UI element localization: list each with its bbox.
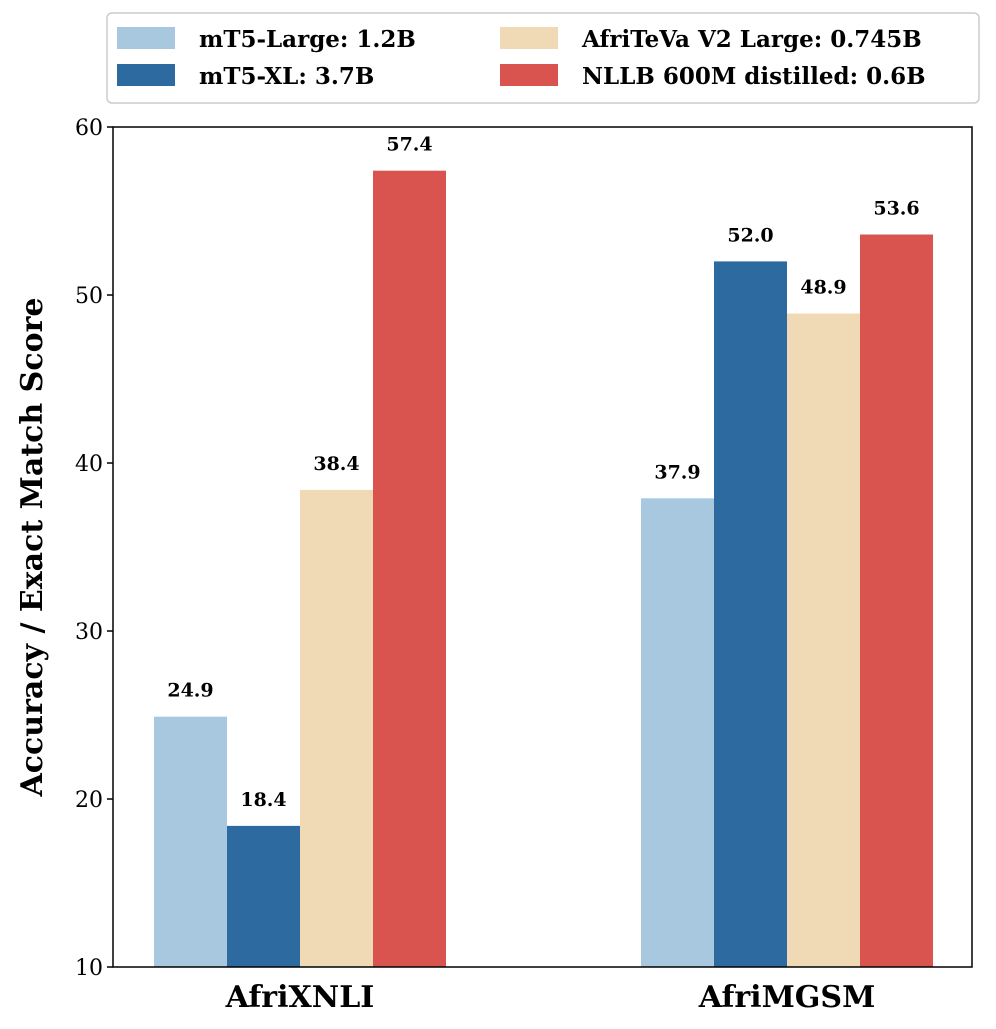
legend-swatch xyxy=(500,64,558,86)
plot-area: 24.9 18.4 38.4 57.4 37.9 52.0 48.9 53.6 10 20 30 4… xyxy=(75,116,973,1015)
plot-frame xyxy=(112,126,973,968)
x-category-label: AfriXNLI xyxy=(225,980,375,1015)
bar xyxy=(373,170,446,967)
x-category-label: AfriMGSM xyxy=(698,980,876,1015)
legend-frame xyxy=(106,12,980,104)
legend-swatch xyxy=(117,27,175,49)
legend-swatch xyxy=(117,64,175,86)
legend: mT5-Large: 1.2B mT5-XL: 3.7B AfriTeVa V2 L… xyxy=(106,12,980,104)
legend-label: mT5-Large: 1.2B xyxy=(199,26,416,53)
bar xyxy=(714,261,787,967)
bar xyxy=(154,716,227,967)
bar-value-label: 24.9 xyxy=(167,680,213,702)
bar xyxy=(300,489,373,967)
legend-label: NLLB 600M distilled: 0.6B xyxy=(582,63,926,90)
bar xyxy=(860,234,933,967)
legend-swatch xyxy=(500,27,558,49)
bar-value-label: 53.6 xyxy=(873,198,919,220)
bar-value-label: 37.9 xyxy=(654,461,700,483)
bar-value-label: 18.4 xyxy=(240,789,286,811)
bar-value-label: 52.0 xyxy=(727,224,773,246)
y-tick-label: 40 xyxy=(75,452,103,477)
legend-label: AfriTeVa V2 Large: 0.745B xyxy=(581,26,922,53)
y-tick-label: 30 xyxy=(75,620,103,645)
bar-value-label: 38.4 xyxy=(313,453,359,475)
legend-label: mT5-XL: 3.7B xyxy=(199,63,374,90)
y-tick-label: 50 xyxy=(75,284,103,309)
y-axis-label: Accuracy / Exact Match Score xyxy=(15,297,50,797)
bar xyxy=(227,825,300,967)
y-tick-label: 20 xyxy=(75,788,103,813)
bar xyxy=(641,498,714,967)
y-tick-label: 10 xyxy=(75,956,103,981)
bar xyxy=(787,313,860,968)
y-tick-label: 60 xyxy=(75,116,103,141)
bar-value-label: 48.9 xyxy=(800,276,846,298)
bar-value-label: 57.4 xyxy=(386,134,432,156)
